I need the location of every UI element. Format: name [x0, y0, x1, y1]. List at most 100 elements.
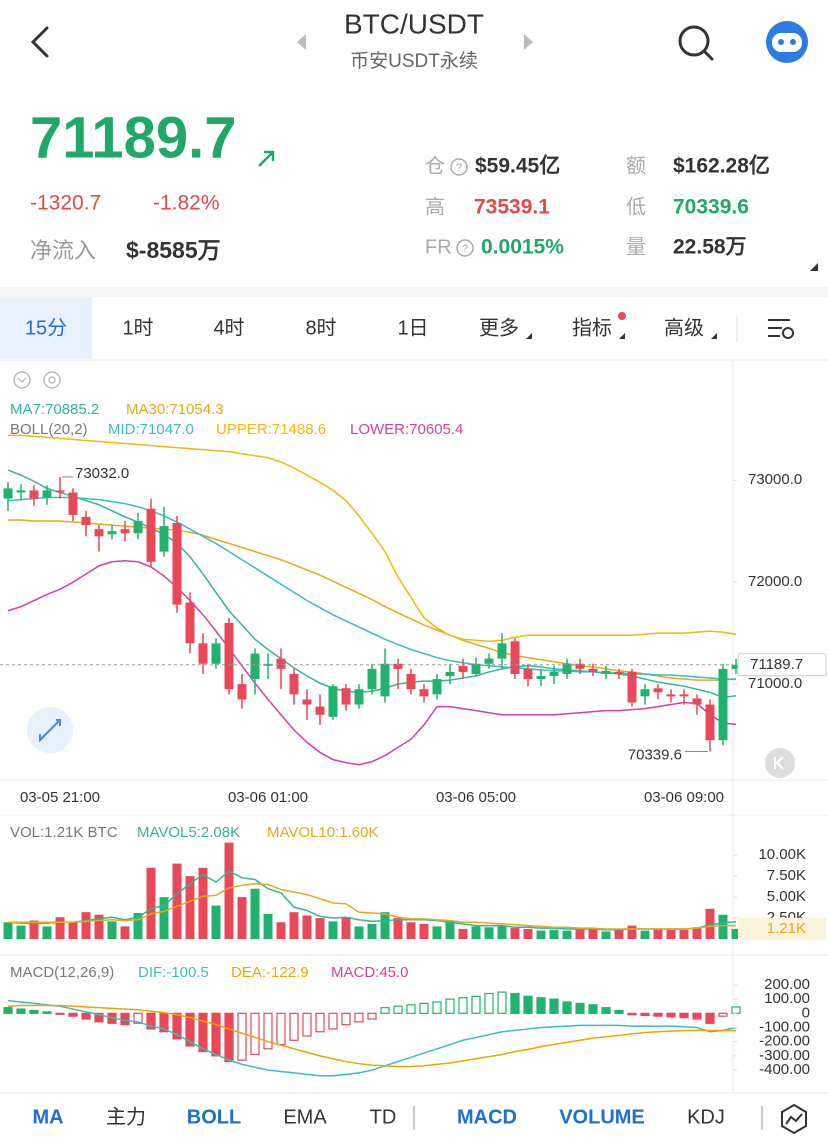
chart-settings-icon[interactable] — [768, 319, 794, 339]
interval-tab[interactable]: 8时 — [305, 316, 336, 339]
candle-body — [406, 673, 416, 690]
volume-bar — [159, 897, 169, 939]
indicator-tab[interactable]: EMA — [283, 1106, 327, 1128]
macd-bar — [562, 1001, 572, 1014]
indicator-settings-icon[interactable] — [781, 1103, 807, 1135]
y-tick-label: 200.00 — [764, 976, 810, 993]
divider — [0, 287, 828, 297]
candle-body — [432, 679, 442, 695]
indicator-tab[interactable]: TD — [370, 1106, 397, 1128]
symbol-title: BTC/USDT — [344, 8, 484, 39]
volume-bar — [380, 912, 390, 939]
expand-corner[interactable] — [810, 263, 818, 271]
indicator-tab[interactable]: 主力 — [106, 1105, 146, 1128]
indicator-tab[interactable]: MACD — [457, 1106, 517, 1128]
scroll-latest-button[interactable] — [765, 748, 795, 778]
interval-tab[interactable]: 高级 — [664, 316, 704, 339]
volume-bar — [497, 925, 507, 939]
macd-bar — [510, 992, 520, 1014]
candle-body — [627, 671, 637, 703]
candle-body — [185, 602, 195, 644]
volume-bar — [640, 930, 650, 939]
interval-tab[interactable]: 15分 — [25, 316, 67, 339]
trend-arrow — [258, 150, 275, 167]
candle-body — [380, 663, 390, 697]
back-button[interactable] — [30, 26, 49, 58]
next-symbol[interactable] — [524, 34, 533, 50]
candle-body — [172, 523, 182, 605]
candle-body — [705, 704, 715, 741]
interval-tab[interactable]: 1日 — [397, 317, 428, 339]
candle-body — [367, 668, 377, 690]
indicator-tab[interactable]: KDJ — [687, 1106, 725, 1128]
indicator-tab[interactable]: MA — [32, 1106, 63, 1128]
volume-bar — [198, 867, 208, 939]
volume-bar — [354, 926, 364, 939]
candle-body — [549, 671, 559, 676]
y-tick-label: 5.00K — [767, 888, 806, 905]
dropdown-mark — [711, 333, 717, 339]
macd-bar — [393, 1005, 403, 1014]
volume-bar — [250, 888, 260, 939]
volume-bar — [367, 923, 377, 939]
candle-body — [354, 689, 364, 705]
macd-bar — [523, 995, 533, 1014]
macd-bar — [666, 1012, 676, 1018]
volume-bar — [120, 926, 130, 939]
candle-body — [55, 490, 65, 493]
macd-bar — [588, 1004, 598, 1014]
interval-tab[interactable]: 1时 — [122, 316, 153, 339]
stat-label: 量 — [626, 236, 646, 258]
candle-body — [133, 521, 143, 534]
macd-bar — [653, 1012, 663, 1017]
macd-bar — [419, 1002, 429, 1014]
settings-icon[interactable] — [43, 371, 61, 389]
interval-tab[interactable]: 更多 — [479, 316, 519, 339]
svg-text:?: ? — [456, 162, 462, 174]
candle-body — [562, 663, 572, 674]
collapse-icon[interactable] — [13, 371, 31, 389]
indicator-line — [8, 519, 737, 681]
legend-entry: MID:71047.0 — [108, 421, 194, 438]
indicator-tab[interactable]: BOLL — [187, 1106, 241, 1128]
macd-bar — [120, 1012, 130, 1026]
prev-symbol[interactable] — [297, 34, 306, 50]
macd-bar — [328, 1012, 338, 1030]
candle-body — [198, 643, 208, 664]
candle-body — [289, 673, 299, 695]
macd-bar — [549, 998, 559, 1014]
interval-tab[interactable]: 指标 — [572, 316, 612, 339]
volume-bar — [692, 927, 702, 939]
info-icon[interactable]: ? — [450, 158, 468, 176]
macd-bar — [380, 1007, 390, 1014]
candle-body — [718, 668, 728, 741]
interval-tab[interactable]: 4时 — [213, 316, 244, 339]
candle-body — [29, 490, 39, 499]
y-tick-label: -100.00 — [759, 1018, 810, 1035]
legend-entry: MA7:70885.2 — [10, 401, 99, 418]
fullscreen-button[interactable] — [27, 707, 73, 753]
macd-bar — [354, 1012, 364, 1023]
macd-bar — [16, 1008, 26, 1014]
macd-bar — [627, 1012, 637, 1016]
candle-body — [120, 529, 130, 534]
volume-bar — [81, 912, 91, 939]
symbol-subtitle: 币安USDT永续 — [350, 50, 478, 72]
volume-bar — [276, 922, 286, 939]
indicator-line — [7, 469, 737, 699]
macd-bar — [315, 1012, 325, 1033]
legend-entry: MA30:71054.3 — [126, 401, 224, 418]
indicator-tab[interactable]: VOLUME — [559, 1106, 645, 1128]
candle-body — [94, 529, 104, 537]
macd-bar — [68, 1012, 78, 1017]
search-icon[interactable] — [678, 25, 714, 61]
avatar[interactable] — [766, 21, 808, 63]
candle-body — [393, 663, 403, 669]
indicator-label: BOLL(20,2) — [10, 421, 88, 438]
macd-bar — [445, 998, 455, 1014]
macd-bar — [536, 997, 546, 1014]
info-icon[interactable]: ? — [456, 239, 474, 257]
macd-bar — [133, 1012, 143, 1024]
